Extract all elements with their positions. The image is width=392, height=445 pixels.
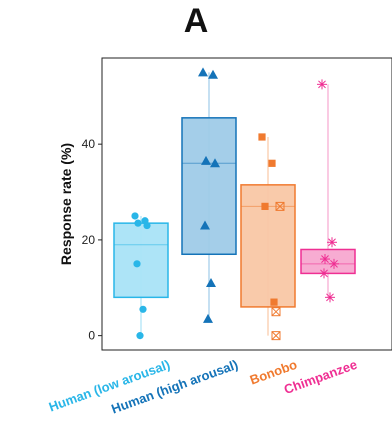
data-point <box>275 201 285 211</box>
data-point <box>208 69 218 79</box>
data-point <box>327 237 337 248</box>
data-point <box>203 313 213 323</box>
data-point <box>317 79 327 90</box>
data-point <box>206 277 216 287</box>
panel-letter: A <box>183 2 209 40</box>
data-point <box>133 260 141 268</box>
box-3 <box>240 136 296 336</box>
y-axis-label: Response rate (%) <box>58 143 74 265</box>
data-point <box>134 219 142 227</box>
data-point <box>139 305 147 313</box>
data-point <box>200 220 210 230</box>
box-1 <box>113 215 169 336</box>
data-point <box>143 221 151 230</box>
plot-frame <box>101 57 392 351</box>
box-2 <box>181 72 237 319</box>
data-point <box>131 212 139 220</box>
data-point <box>261 202 269 210</box>
x-tick-label: Human (high arousal) <box>109 357 240 417</box>
y-tick-label: 0 <box>88 329 95 343</box>
box-4 <box>300 84 356 298</box>
y-tick-label: 20 <box>82 233 96 247</box>
data-point <box>319 268 329 279</box>
data-point <box>270 298 278 306</box>
y-tick-label: 40 <box>82 137 96 151</box>
data-point <box>329 258 339 269</box>
data-point <box>210 158 220 168</box>
data-point <box>320 254 330 265</box>
data-point <box>201 155 211 165</box>
data-point <box>325 292 335 303</box>
data-point <box>136 332 144 340</box>
box-body <box>181 117 237 256</box>
box-body <box>113 222 169 299</box>
data-point <box>198 67 208 77</box>
data-point <box>271 331 281 341</box>
data-point <box>268 159 276 167</box>
data-point <box>271 307 281 317</box>
data-point <box>258 133 266 141</box>
